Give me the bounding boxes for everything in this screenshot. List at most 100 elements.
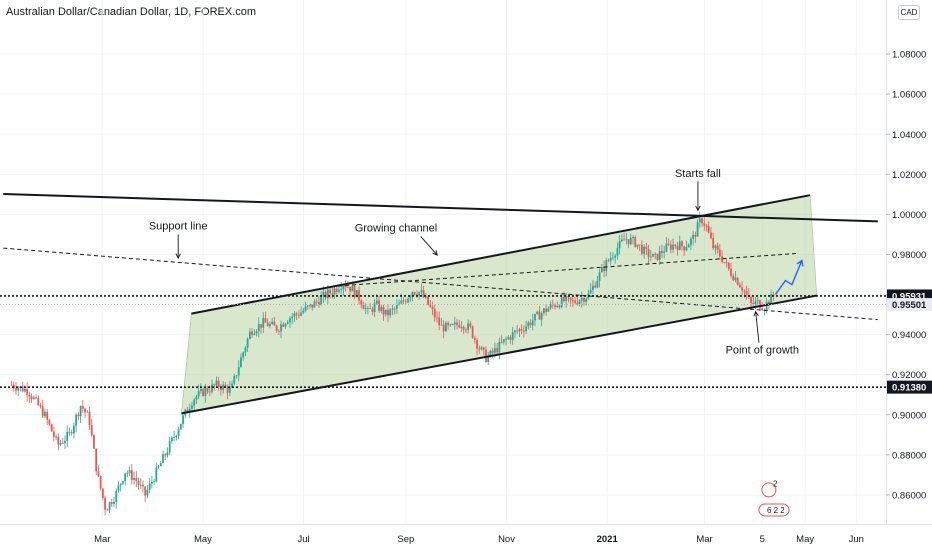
candle-down: [353, 285, 356, 298]
candle-up: [204, 388, 207, 396]
candle-up: [197, 390, 200, 397]
candle-up: [625, 239, 628, 241]
candle-up: [211, 384, 213, 392]
candle-up: [540, 313, 543, 320]
candle-up: [687, 244, 690, 248]
candle-down: [358, 290, 360, 301]
candle-up: [222, 384, 225, 390]
y-tick-label: 1.04000: [892, 130, 926, 141]
candle-up: [598, 272, 601, 281]
candle-up: [32, 397, 35, 400]
candle-up: [384, 309, 387, 315]
candle-up: [589, 289, 592, 294]
candle-down: [509, 337, 512, 340]
candle-up: [242, 352, 245, 358]
channel-top-line: [191, 194, 811, 315]
candle-down: [721, 256, 723, 262]
candle-up: [689, 238, 692, 245]
candle-up: [195, 396, 198, 400]
candle-down: [473, 337, 476, 340]
candle-up: [231, 383, 233, 388]
candle-down: [745, 290, 748, 295]
candle-down: [46, 411, 49, 420]
candle-down: [752, 302, 755, 305]
candle-up: [536, 311, 539, 314]
candle-down: [90, 425, 93, 436]
x-tick-label: May: [194, 534, 212, 545]
candle-up: [632, 236, 634, 238]
candle-up: [342, 285, 345, 290]
candle-down: [554, 305, 556, 307]
x-tick-label: 2021: [597, 534, 619, 545]
candle-down: [137, 480, 140, 485]
candle-down: [101, 488, 104, 498]
x-tick-label: Jun: [849, 534, 864, 545]
candle-up: [150, 481, 153, 484]
candle-up: [380, 306, 383, 311]
candle-down: [723, 261, 726, 263]
candle-down: [164, 454, 167, 456]
candle-up: [756, 300, 759, 302]
candle-down: [594, 285, 597, 288]
currency-button[interactable]: CAD: [898, 5, 920, 20]
candle-down: [346, 286, 349, 288]
candle-up: [24, 388, 26, 392]
candle-down: [442, 324, 445, 332]
candle-down: [206, 388, 209, 392]
candle-up: [770, 294, 772, 305]
candle-up: [228, 387, 231, 393]
candle-down: [701, 218, 703, 224]
candle-up: [460, 326, 463, 328]
candle-up: [17, 388, 20, 391]
candle-up: [395, 305, 398, 309]
candle-down: [30, 396, 33, 400]
candle-down: [563, 296, 565, 301]
candle-down: [404, 301, 407, 303]
candle-down: [369, 308, 372, 309]
price-tag-label: 0.95501: [892, 300, 927, 311]
candle-up: [271, 321, 274, 325]
candle-up: [44, 411, 46, 417]
candle-up: [355, 290, 358, 298]
candle-up: [418, 292, 421, 296]
candle-up: [162, 454, 164, 464]
candle-up: [291, 316, 294, 319]
y-tick-label: 0.88000: [892, 450, 926, 461]
candle-up: [498, 341, 501, 353]
candle-up: [146, 489, 149, 496]
candle-down: [393, 308, 396, 310]
candle-down: [266, 322, 269, 327]
y-tick-label: 1.00000: [892, 210, 926, 221]
candle-down: [761, 308, 764, 311]
candle-up: [391, 308, 394, 310]
y-tick-label: 0.90000: [892, 410, 926, 421]
arrow-support-line-head: [175, 253, 181, 260]
candle-up: [246, 338, 249, 348]
candle-up: [333, 288, 336, 295]
candle-up: [400, 300, 403, 304]
candle-down: [569, 297, 572, 301]
arrow-growing-channel-head: [432, 250, 438, 256]
candle-up: [64, 440, 66, 444]
candle-down: [712, 238, 715, 249]
projection-arrowhead: [796, 259, 804, 267]
candle-down: [378, 300, 380, 311]
candle-up: [322, 291, 325, 297]
candle-down: [429, 304, 432, 307]
candle-down: [324, 291, 327, 298]
candle-up: [244, 347, 247, 353]
candle-up: [233, 376, 236, 384]
candle-up: [193, 399, 196, 406]
candle-up: [168, 441, 171, 453]
candle-down: [21, 386, 24, 392]
candle-down: [661, 251, 663, 253]
candle-up: [511, 332, 514, 340]
candle-down: [707, 226, 710, 233]
candle-down: [329, 289, 331, 294]
candle-up: [79, 406, 82, 417]
x-tick-label: 5: [760, 534, 765, 545]
event-badge-icon: [761, 482, 777, 498]
candle-down: [623, 239, 625, 241]
